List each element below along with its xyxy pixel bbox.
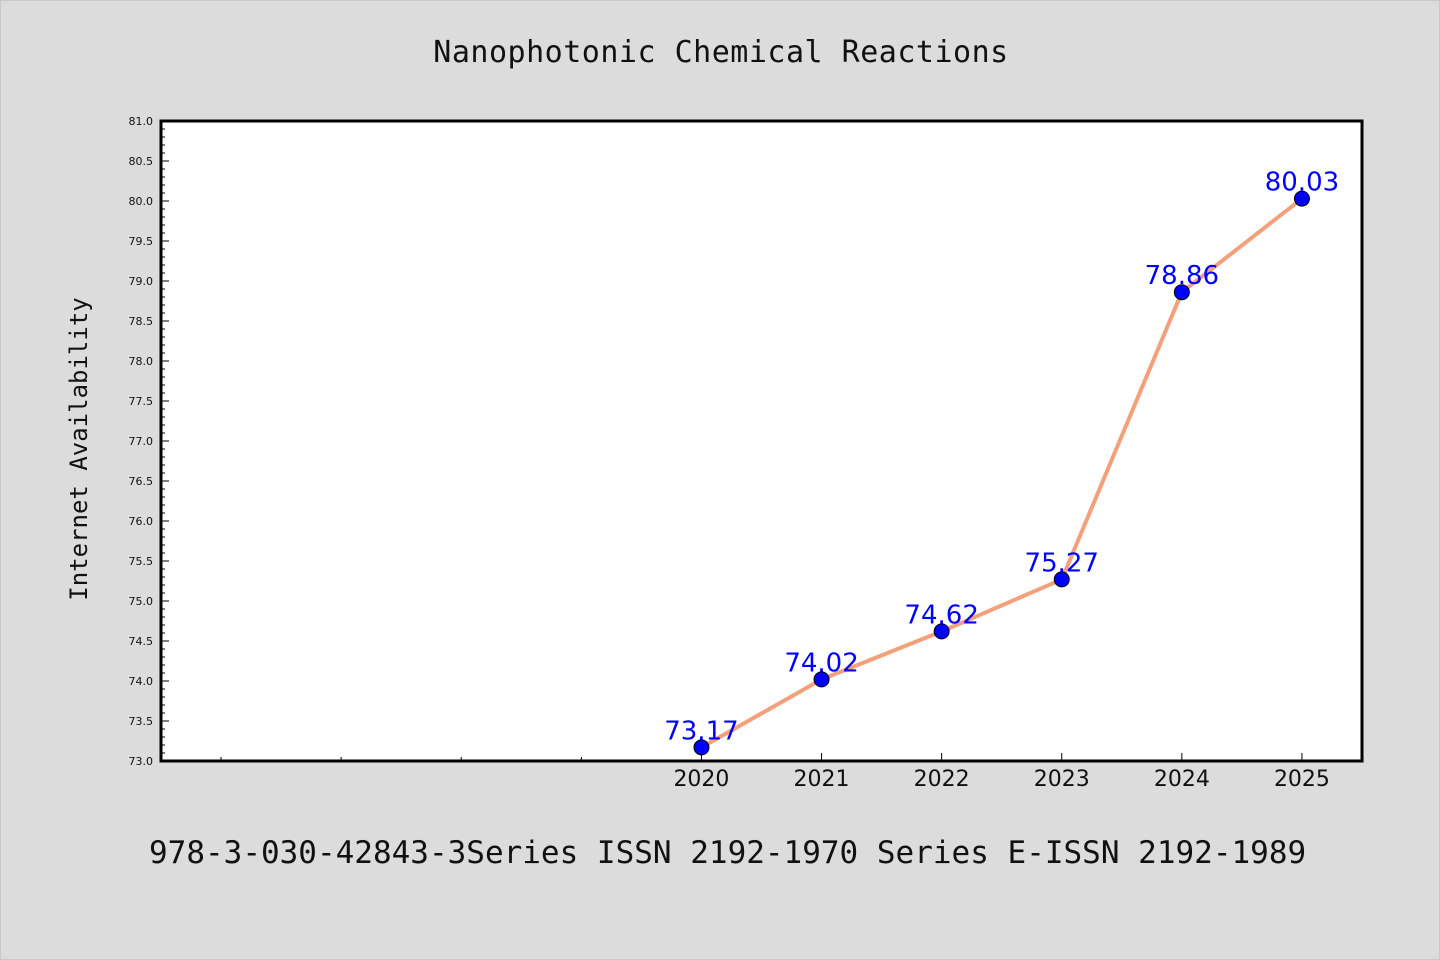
y-tick-label: 74.0: [129, 675, 154, 688]
data-point: [813, 671, 830, 688]
y-tick-label: 74.5: [129, 635, 154, 648]
y-tick-label: 80.5: [129, 155, 154, 168]
y-tick-label: 76.0: [129, 515, 154, 528]
y-tick-label: 73.0: [129, 755, 154, 768]
footer-isbn-text: 978-3-030-42843-3Series ISSN 2192-1970 S…: [149, 835, 1307, 871]
data-point: [1173, 284, 1190, 301]
y-tick-label: 75.5: [129, 555, 154, 568]
x-tick-label: 2021: [794, 767, 850, 792]
x-tick-label: 2020: [673, 767, 729, 792]
data-label: 74.02: [784, 648, 858, 678]
y-tick-label: 80.0: [129, 195, 154, 208]
y-tick-label: 77.0: [129, 435, 154, 448]
y-tick-label: 78.5: [129, 315, 154, 328]
data-point: [1293, 190, 1310, 207]
x-axis: 2020 2021 2022 2023 2024 2025: [220, 753, 1330, 792]
y-tick-label: 79.5: [129, 235, 154, 248]
x-tick-label: 2024: [1154, 767, 1210, 792]
y-tick-label: 76.5: [129, 475, 154, 488]
y-tick-label: 75.0: [129, 595, 154, 608]
series-line: [699, 196, 1304, 750]
series-line-group: [693, 190, 1310, 756]
data-point: [693, 739, 710, 756]
y-axis: 73.0 73.5 74.0 74.5 75.0 75.5 76.0 76.5 77.0 77.5…: [129, 115, 169, 768]
y-tick-label: 79.0: [129, 275, 154, 288]
x-tick-label: 2025: [1274, 767, 1330, 792]
x-tick-label: 2022: [914, 767, 970, 792]
y-tick-label: 77.5: [129, 395, 154, 408]
y-axis-label: Internet Availability: [65, 297, 93, 600]
x-tick-label: 2023: [1034, 767, 1090, 792]
y-tick-label: 81.0: [129, 115, 154, 128]
data-label: 74.62: [904, 600, 978, 630]
plot-area: [159, 119, 1364, 763]
y-tick-label: 73.5: [129, 715, 154, 728]
data-point: [933, 623, 950, 640]
chart-title: Nanophotonic Chemical Reactions: [433, 35, 1009, 70]
data-label: 75.27: [1025, 548, 1099, 578]
y-tick-label: 78.0: [129, 355, 154, 368]
data-labels: 73.17 74.02 74.62 75.27 78.86 80.03: [664, 168, 1339, 747]
data-label: 73.17: [664, 716, 738, 746]
data-label: 78.86: [1145, 261, 1219, 291]
data-point: [1053, 571, 1070, 588]
data-label: 80.03: [1265, 168, 1339, 198]
